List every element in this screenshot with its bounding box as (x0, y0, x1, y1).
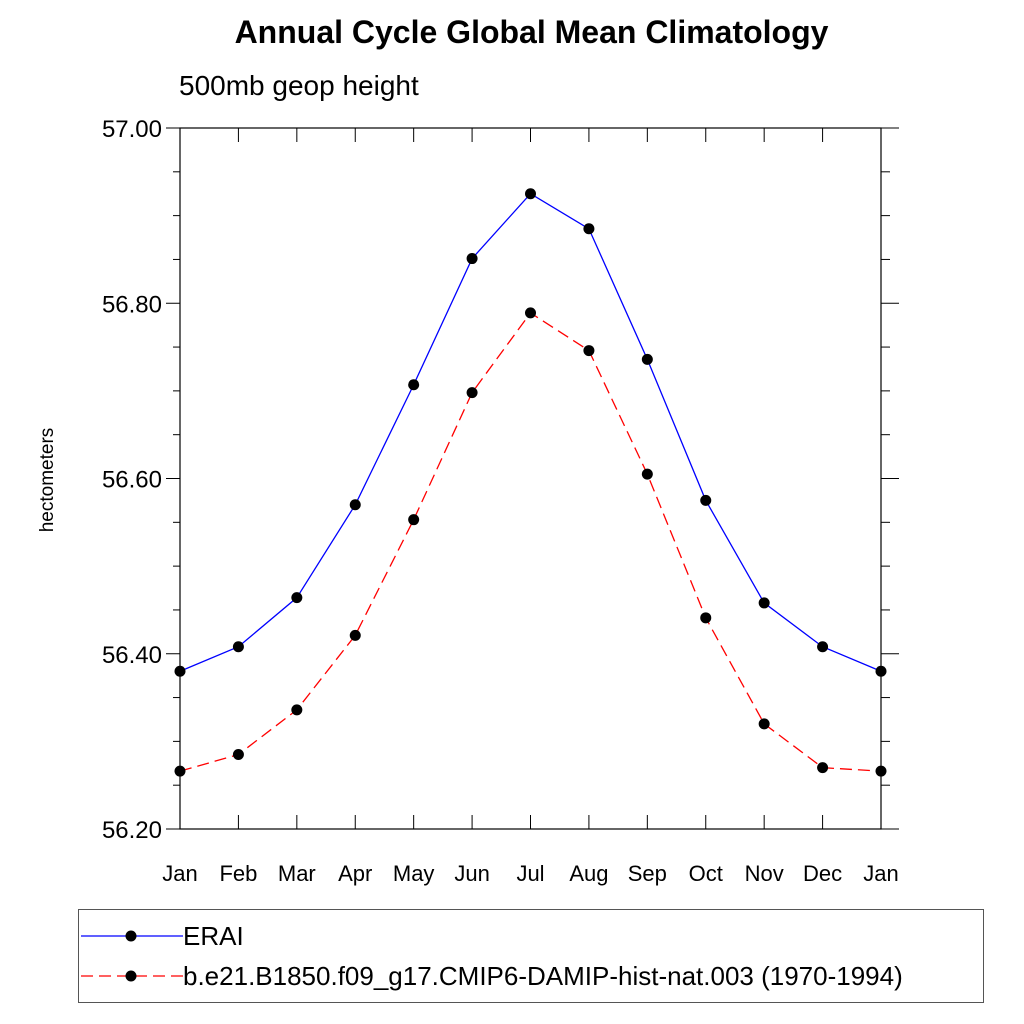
x-tick-label: Aug (569, 861, 608, 886)
x-tick-label: Jul (516, 861, 544, 886)
x-tick-label: Dec (803, 861, 842, 886)
x-tick-label: Mar (278, 861, 316, 886)
x-tick-label: Sep (628, 861, 667, 886)
x-tick-label: Feb (219, 861, 257, 886)
x-tick-label: Oct (689, 861, 723, 886)
x-tick-label: Nov (745, 861, 784, 886)
data-point-1 (700, 612, 712, 624)
data-point-0 (583, 223, 595, 235)
data-point-1 (174, 765, 186, 777)
data-point-0 (758, 597, 770, 609)
chart-subtitle: 500mb geop height (179, 70, 419, 101)
data-point-1 (408, 514, 420, 526)
series-layer (174, 188, 887, 777)
data-point-1 (466, 387, 478, 399)
x-tick-label: Jun (454, 861, 489, 886)
data-point-0 (466, 253, 478, 265)
legend-swatch-0 (81, 930, 183, 942)
chart-title: Annual Cycle Global Mean Climatology (234, 14, 829, 50)
series-line-0 (179, 192, 882, 672)
data-point-0 (641, 353, 653, 365)
data-point-0 (525, 188, 536, 200)
series-line-1 (179, 312, 882, 772)
data-point-1 (525, 307, 536, 319)
data-point-1 (232, 749, 244, 761)
data-point-0 (291, 592, 303, 604)
data-point-0 (349, 499, 361, 511)
y-tick-label: 56.60 (102, 467, 162, 494)
legend-swatch-1 (81, 970, 183, 982)
legend-label-0: ERAI (183, 921, 244, 951)
x-tick-label: Jan (162, 861, 197, 886)
data-point-0 (817, 641, 829, 653)
x-tick-label: May (393, 861, 435, 886)
data-point-1 (291, 704, 303, 716)
data-point-1 (875, 765, 887, 777)
data-point-1 (349, 629, 361, 641)
y-tick-label: 56.80 (102, 291, 162, 318)
data-point-1 (583, 345, 595, 357)
data-point-1 (758, 718, 770, 730)
y-tick-label: 56.40 (102, 642, 162, 669)
legend: ERAI b.e21.B1850.f09_g17.CMIP6-DAMIP-his… (78, 909, 984, 1003)
data-point-1 (817, 762, 829, 774)
y-tick-label: 56.20 (102, 817, 162, 844)
x-tick-label: Jan (863, 861, 898, 886)
plot-frame (179, 127, 882, 830)
legend-label-1: b.e21.B1850.f09_g17.CMIP6-DAMIP-hist-nat… (183, 961, 903, 991)
legend-item-1: b.e21.B1850.f09_g17.CMIP6-DAMIP-hist-nat… (79, 956, 983, 996)
axes: Jan Feb Mar Apr May Jun Jul Aug Sep Oct Nov Dec Jan5… (102, 116, 899, 886)
x-tick-label: Apr (338, 861, 372, 886)
y-tick-label: 57.00 (102, 116, 162, 143)
data-point-0 (700, 494, 712, 506)
data-point-1 (641, 468, 653, 480)
data-point-0 (408, 379, 420, 391)
data-point-0 (875, 665, 887, 677)
legend-item-0: ERAI (79, 916, 983, 956)
data-point-0 (232, 641, 244, 653)
data-point-0 (174, 665, 186, 677)
